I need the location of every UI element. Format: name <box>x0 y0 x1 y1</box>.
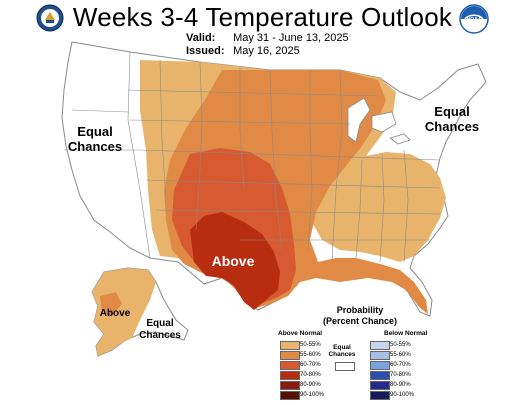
legend-below-bin-swatch <box>370 351 390 360</box>
page-title: Weeks 3-4 Temperature Outlook <box>72 2 453 32</box>
legend-above-bin-label: 70-80% <box>300 372 321 378</box>
legend-below-bin-swatch <box>370 371 390 380</box>
legend-equal-label: Equal Chances <box>328 344 356 358</box>
valid-label: Valid: <box>186 32 216 44</box>
label-equal-chances-west: Equal Chances <box>67 124 123 154</box>
noaa-logo-icon: NOAA <box>459 4 489 34</box>
issued-label: Issued: <box>186 45 225 57</box>
label-above-alaska: Above <box>99 308 131 319</box>
alaska-above-area <box>92 268 156 356</box>
alaska-above-core <box>100 292 122 316</box>
label-equal-chances-alaska: Equal Chances <box>139 318 181 341</box>
legend-below-bin-swatch <box>370 341 390 350</box>
legend-above-bin-swatch <box>280 381 300 390</box>
legend-below-bin-label: 50-55% <box>390 342 411 348</box>
legend-above-bin-label: 80-90% <box>300 382 321 388</box>
commerce-seal-icon <box>36 4 64 32</box>
legend-below-bin-label: 90-100% <box>390 392 415 398</box>
valid-row: Valid: May 31 - June 13, 2025 <box>186 32 349 44</box>
issued-row: Issued: May 16, 2025 <box>186 45 300 57</box>
valid-value: May 31 - June 13, 2025 <box>233 32 349 44</box>
legend-below-bin-swatch <box>370 381 390 390</box>
legend-below-bin-swatch <box>370 391 390 400</box>
legend-above-bin-swatch <box>280 391 300 400</box>
legend-below-bin-label: 70-80% <box>390 372 411 378</box>
legend-above-bin-label: 60-70% <box>300 362 321 368</box>
legend-above-bin-swatch <box>280 371 300 380</box>
legend-title: Probability (Percent Chance) <box>322 305 398 326</box>
legend-above-bin-swatch <box>280 341 300 350</box>
legend-below-header: Below Normal <box>384 330 428 337</box>
noaa-logo-text: NOAA <box>467 17 482 23</box>
prob-70-80-area <box>190 212 280 310</box>
label-above-texas: Above <box>211 253 255 269</box>
great-lakes <box>347 97 411 145</box>
label-equal-chances-east: Equal Chances <box>424 104 480 134</box>
legend-above-bin-swatch <box>280 361 300 370</box>
legend-below-bin-label: 60-70% <box>390 362 411 368</box>
legend-below-bin-swatch <box>370 361 390 370</box>
legend-above-bin-label: 55-60% <box>300 352 321 358</box>
legend-above-bin-label: 90-100% <box>300 392 325 398</box>
legend-above-header: Above Normal <box>278 330 323 337</box>
issued-value: May 16, 2025 <box>233 45 300 57</box>
legend-above-bin-swatch <box>280 351 300 360</box>
legend-equal-swatch <box>335 362 355 371</box>
legend-above-bin-label: 50-55% <box>300 342 321 348</box>
legend-below-bin-label: 80-90% <box>390 382 411 388</box>
legend-below-bin-label: 55-60% <box>390 352 411 358</box>
state-borders <box>64 51 441 263</box>
